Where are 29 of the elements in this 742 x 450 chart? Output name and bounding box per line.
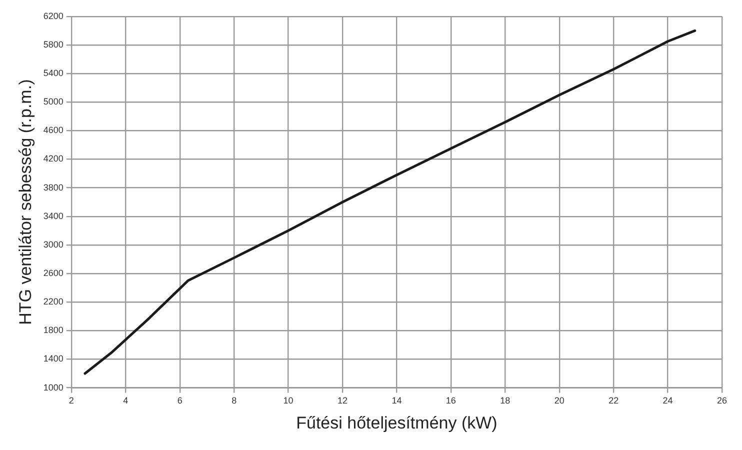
y-tick-label: 1800 — [43, 325, 64, 336]
x-tick-label: 14 — [392, 396, 402, 406]
y-tick-label: 5800 — [43, 39, 64, 50]
y-tick-label: 1000 — [43, 382, 64, 392]
y-tick-label: 2200 — [43, 296, 64, 307]
x-tick-label: 6 — [177, 396, 182, 406]
x-tick-label: 12 — [337, 396, 348, 406]
x-tick-label: 26 — [716, 396, 728, 406]
x-tick-label: 22 — [608, 396, 619, 406]
y-tick-label: 5400 — [43, 68, 64, 78]
y-tick-label: 3400 — [43, 210, 64, 221]
y-tick-label: 3000 — [43, 239, 64, 250]
y-tick-label: 5000 — [43, 96, 64, 107]
x-tick-label: 4 — [123, 396, 128, 406]
y-axis-title: HTG ventilátor sebesség (r.p.m.) — [16, 79, 35, 325]
x-tick-label: 20 — [554, 396, 564, 406]
x-tick-label: 24 — [662, 396, 673, 406]
x-tick-label: 8 — [232, 396, 237, 406]
y-tick-label: 4600 — [43, 125, 64, 136]
y-tick-label: 1400 — [43, 354, 64, 364]
x-tick-label: 18 — [500, 396, 510, 406]
y-tick-label: 4200 — [43, 154, 64, 164]
x-tick-label: 16 — [446, 396, 456, 406]
x-tick-label: 10 — [283, 396, 294, 406]
y-tick-label: 3800 — [43, 182, 64, 192]
x-axis-title: Fűtési hőteljesítmény (kW) — [296, 413, 498, 432]
y-tick-label: 6200 — [43, 10, 64, 21]
x-tick-label: 2 — [68, 396, 74, 406]
y-tick-label: 2600 — [43, 268, 64, 278]
